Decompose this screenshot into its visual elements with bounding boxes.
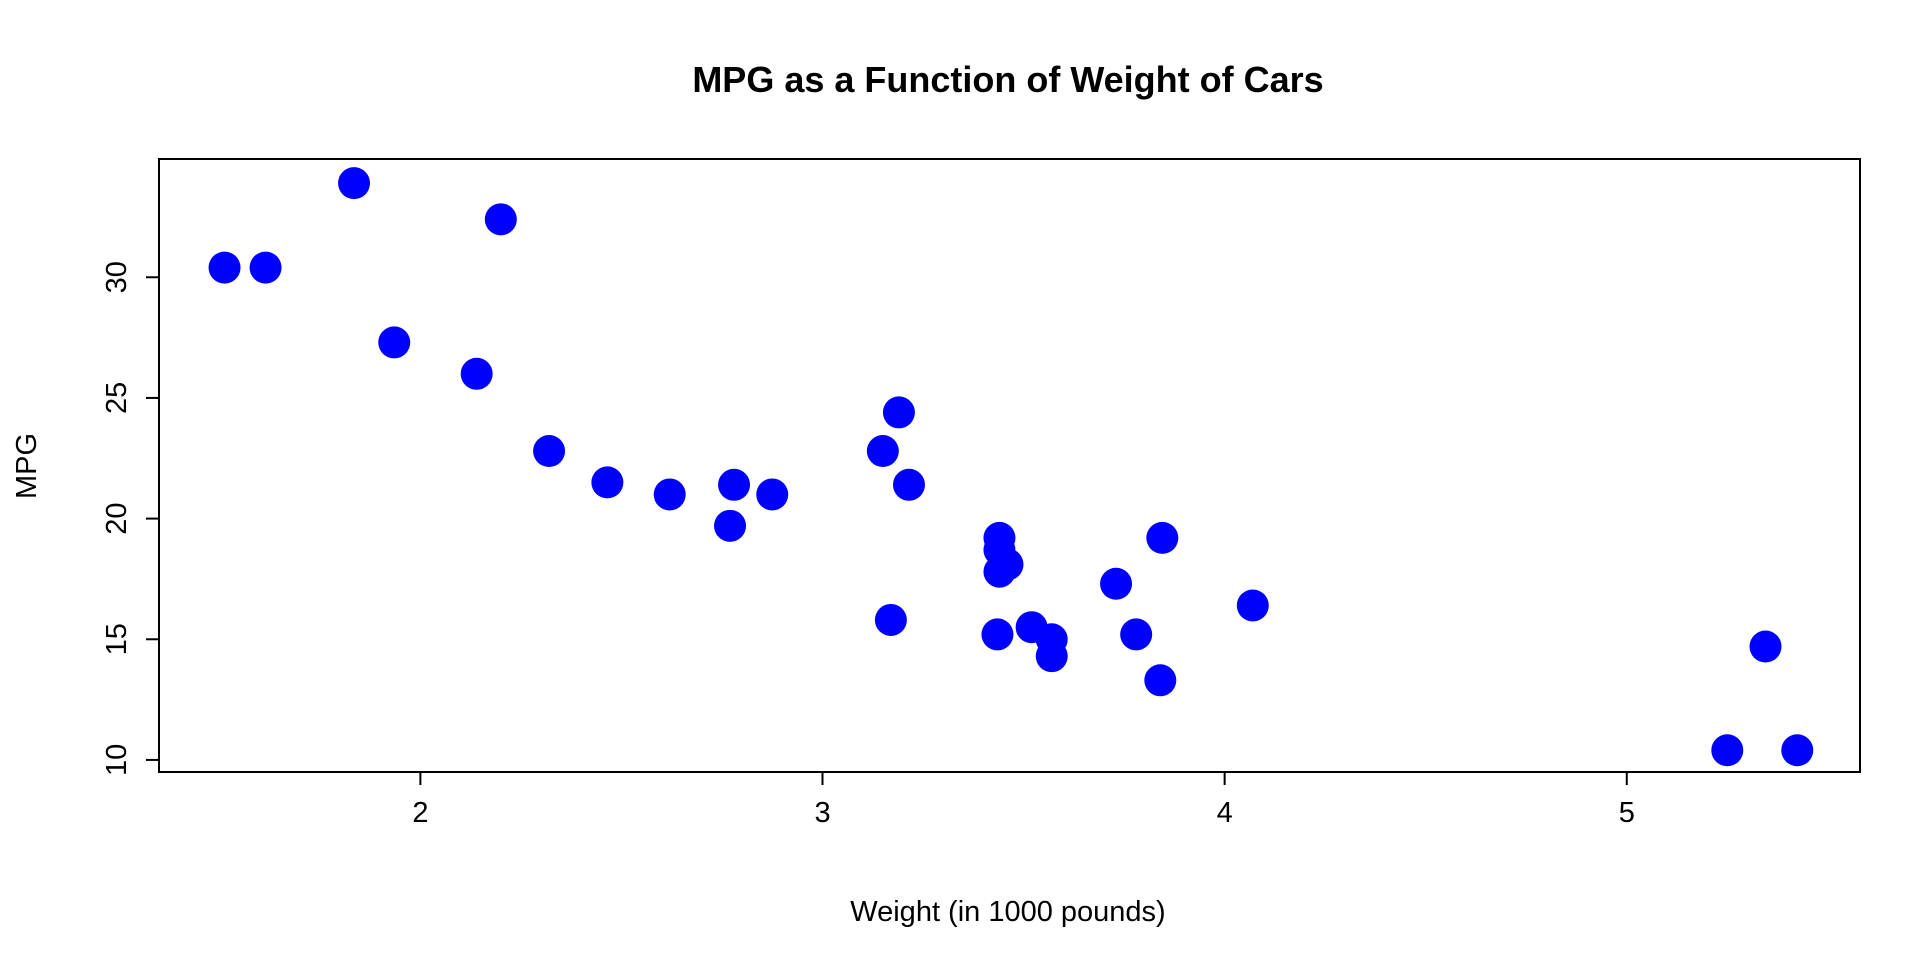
data-point (378, 326, 411, 359)
data-point (1749, 630, 1782, 663)
data-point (756, 478, 789, 511)
x-tick-label: 2 (412, 797, 428, 829)
x-tick-label: 3 (814, 797, 830, 829)
data-point (484, 203, 517, 236)
data-point (338, 167, 371, 200)
data-point (983, 521, 1016, 554)
data-point (1711, 734, 1744, 767)
data-point (460, 357, 493, 390)
x-axis-label: Weight (in 1000 pounds) (850, 896, 1165, 928)
data-point (1035, 623, 1068, 656)
y-tick-label: 15 (101, 623, 133, 655)
data-point (981, 618, 1014, 651)
data-points (208, 167, 1814, 767)
y-tick-label: 25 (101, 382, 133, 414)
data-point (1146, 521, 1179, 554)
chart-title: MPG as a Function of Weight of Cars (692, 59, 1323, 100)
plot-frame (158, 158, 1861, 773)
data-point (653, 478, 686, 511)
data-point (874, 603, 907, 636)
y-tick-label: 10 (101, 744, 133, 776)
x-tick-label: 4 (1217, 797, 1233, 829)
data-point (591, 466, 624, 499)
data-point (714, 509, 747, 542)
data-point (1781, 734, 1814, 767)
data-point (983, 555, 1016, 588)
data-point (866, 435, 899, 468)
data-point (1100, 567, 1133, 600)
y-axis: 10 15 20 25 30 (101, 261, 159, 776)
y-tick-label: 30 (101, 261, 133, 293)
data-point (208, 251, 241, 284)
y-tick-label: 20 (101, 502, 133, 534)
data-point (882, 396, 915, 429)
data-point (892, 468, 925, 501)
data-point (1144, 664, 1177, 697)
y-axis-label: MPG (11, 433, 43, 499)
x-tick-label: 5 (1619, 797, 1635, 829)
data-point (533, 435, 566, 468)
data-point (1236, 589, 1269, 622)
data-point (249, 251, 282, 284)
x-axis: 2 3 4 5 (412, 772, 1635, 829)
data-point (1120, 618, 1153, 651)
data-point (718, 468, 751, 501)
